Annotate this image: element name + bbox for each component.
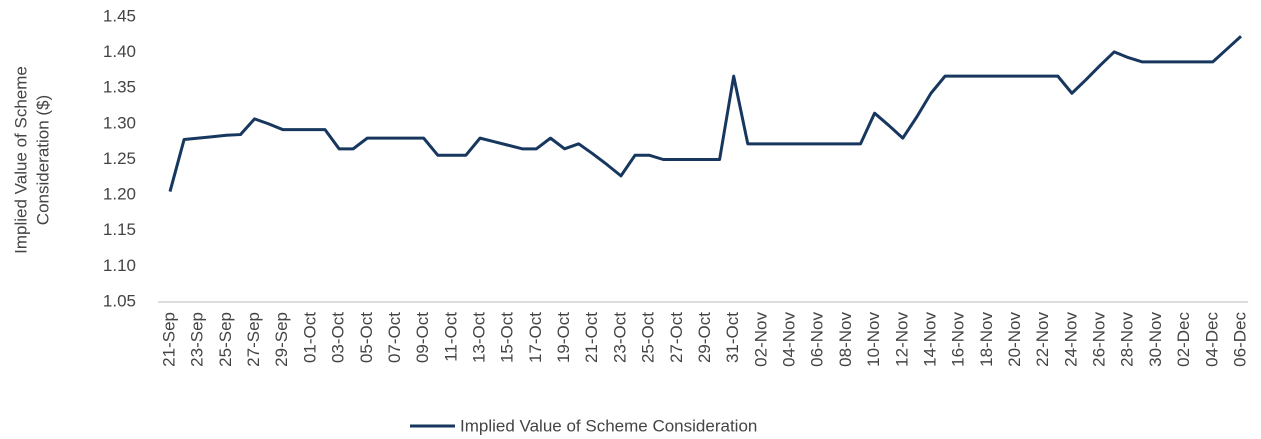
x-tick-label: 07-Oct bbox=[385, 312, 404, 363]
y-tick-label: 1.30 bbox=[103, 113, 136, 132]
y-tick-label: 1.15 bbox=[103, 220, 136, 239]
y-tick-label: 1.40 bbox=[103, 42, 136, 61]
x-tick-label: 04-Dec bbox=[1202, 312, 1221, 367]
x-tick-label: 28-Nov bbox=[1118, 312, 1137, 367]
legend-label: Implied Value of Scheme Consideration bbox=[460, 416, 757, 435]
x-tick-label: 16-Nov bbox=[949, 312, 968, 367]
x-tick-label: 14-Nov bbox=[920, 312, 939, 367]
y-tick-label: 1.25 bbox=[103, 149, 136, 168]
x-tick-label: 18-Nov bbox=[977, 312, 996, 367]
x-tick-label: 24-Nov bbox=[1061, 312, 1080, 367]
x-tick-label: 01-Oct bbox=[300, 312, 319, 363]
x-tick-label: 02-Dec bbox=[1174, 312, 1193, 367]
x-tick-label: 23-Oct bbox=[610, 312, 629, 363]
x-tick-label: 21-Oct bbox=[582, 312, 601, 363]
x-tick-label: 25-Sep bbox=[216, 312, 235, 367]
x-tick-label: 12-Nov bbox=[892, 312, 911, 367]
x-tick-label: 02-Nov bbox=[751, 312, 770, 367]
x-tick-label: 17-Oct bbox=[526, 312, 545, 363]
x-tick-label: 19-Oct bbox=[554, 312, 573, 363]
x-tick-label: 26-Nov bbox=[1090, 312, 1109, 367]
x-tick-label: 05-Oct bbox=[357, 312, 376, 363]
x-tick-label: 29-Oct bbox=[695, 312, 714, 363]
x-tick-label: 11-Oct bbox=[441, 312, 460, 362]
x-tick-label: 13-Oct bbox=[470, 312, 489, 363]
x-tick-label: 23-Sep bbox=[188, 312, 207, 367]
x-tick-label: 03-Oct bbox=[329, 312, 348, 363]
x-tick-label: 27-Sep bbox=[244, 312, 263, 367]
x-tick-label: 25-Oct bbox=[639, 312, 658, 363]
y-axis-label: Consideration ($) bbox=[33, 95, 52, 225]
y-tick-label: 1.45 bbox=[103, 6, 136, 25]
x-tick-label: 21-Sep bbox=[159, 312, 178, 367]
x-tick-label: 20-Nov bbox=[1005, 312, 1024, 367]
x-tick-label: 27-Oct bbox=[667, 312, 686, 363]
y-tick-label: 1.05 bbox=[103, 291, 136, 310]
line-series bbox=[168, 35, 1243, 192]
y-axis-label: Implied Value of Scheme bbox=[11, 66, 30, 254]
y-tick-label: 1.35 bbox=[103, 78, 136, 97]
x-tick-label: 09-Oct bbox=[413, 312, 432, 363]
y-tick-label: 1.20 bbox=[103, 185, 136, 204]
x-tick-label: 04-Nov bbox=[780, 312, 799, 367]
x-tick-label: 31-Oct bbox=[723, 312, 742, 363]
x-tick-label: 29-Sep bbox=[272, 312, 291, 367]
x-tick-label: 06-Nov bbox=[808, 312, 827, 367]
x-tick-label: 08-Nov bbox=[836, 312, 855, 367]
x-tick-label: 22-Nov bbox=[1033, 312, 1052, 367]
y-tick-label: 1.10 bbox=[103, 256, 136, 275]
x-tick-label: 15-Oct bbox=[498, 312, 517, 363]
x-tick-label: 10-Nov bbox=[864, 312, 883, 367]
x-tick-label: 06-Dec bbox=[1230, 312, 1249, 367]
x-tick-label: 30-Nov bbox=[1146, 312, 1165, 367]
